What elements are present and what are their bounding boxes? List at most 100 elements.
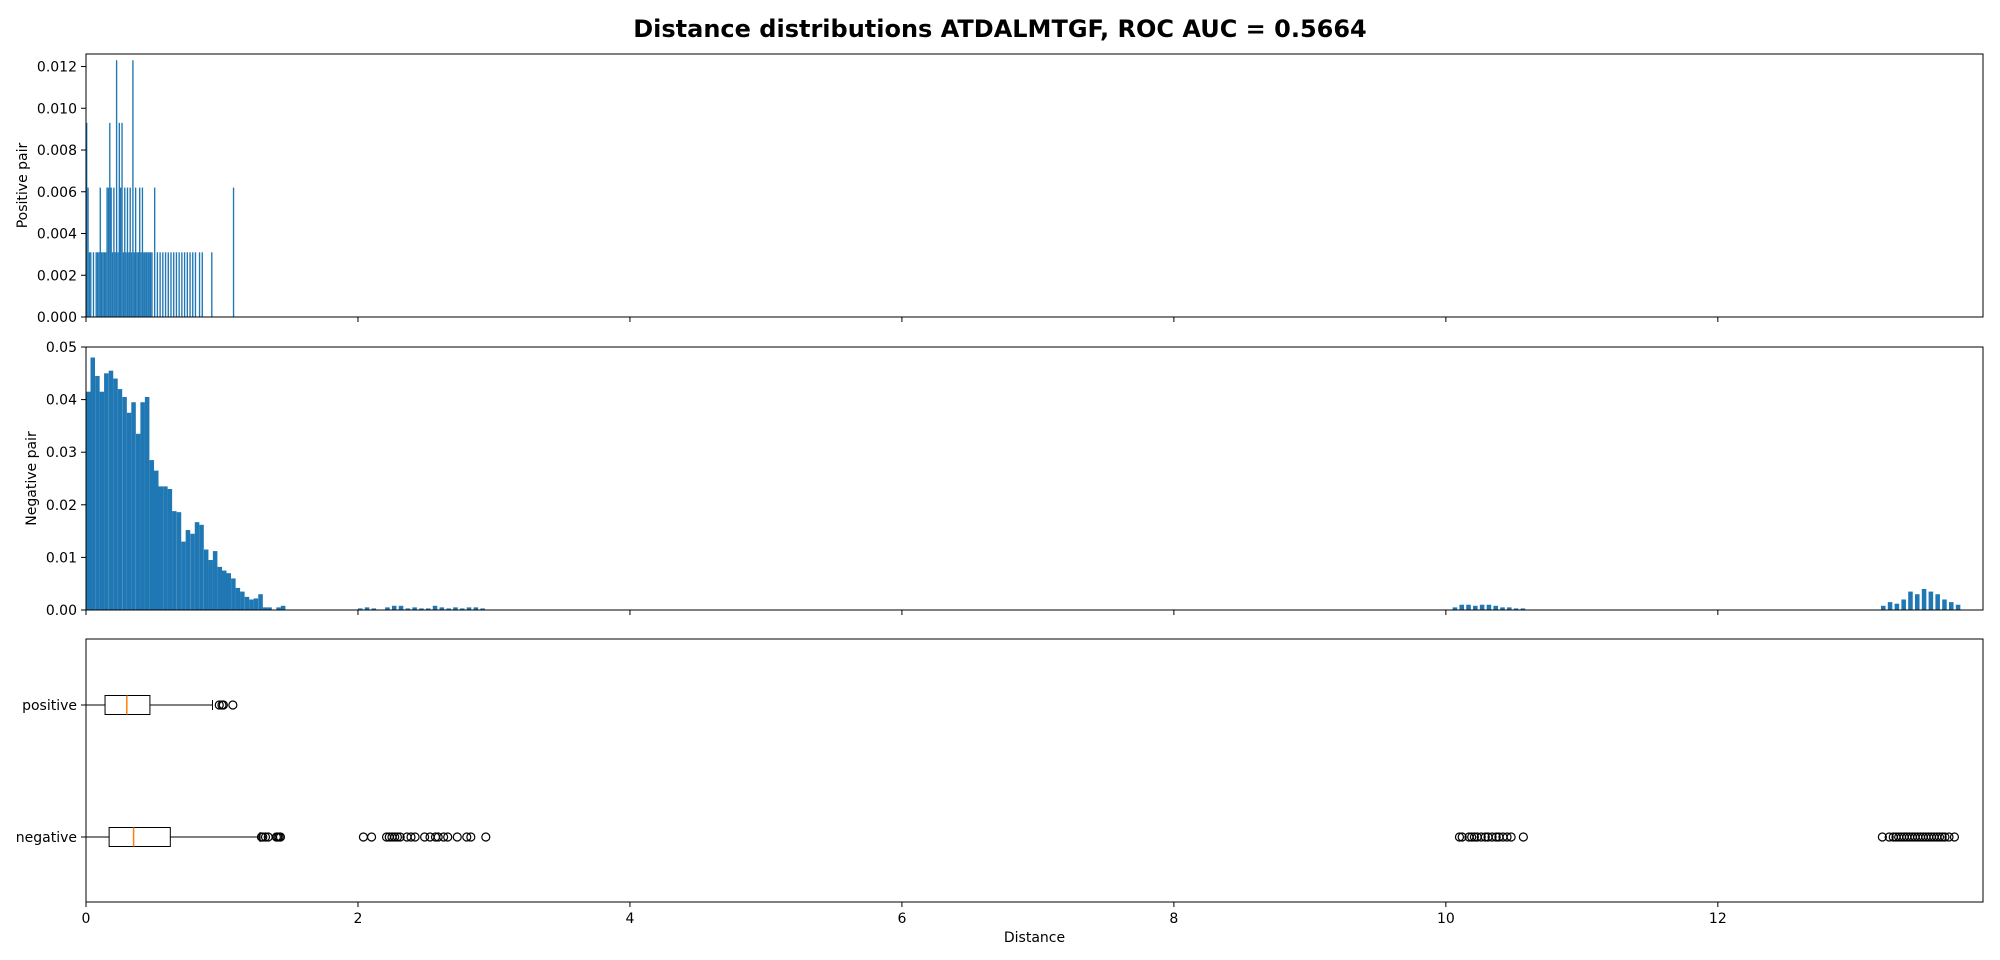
histogram-bar <box>1500 607 1505 610</box>
histogram-bar <box>249 599 254 610</box>
outlier-point <box>1476 832 1486 842</box>
histogram-bar <box>118 122 120 317</box>
histogram-bar <box>181 252 183 317</box>
histogram-bar <box>134 187 137 317</box>
outlier-point <box>481 832 491 842</box>
histogram-bar <box>90 252 92 317</box>
outlier-point <box>1884 832 1894 842</box>
histogram-bar <box>1507 607 1512 610</box>
outlier-point <box>395 832 405 842</box>
outlier-point <box>390 832 400 842</box>
histogram-bar <box>144 252 146 317</box>
histogram-bar <box>253 598 259 610</box>
histogram-bar <box>167 489 173 610</box>
histogram-bar <box>163 486 168 610</box>
histogram-bar <box>178 252 180 317</box>
histogram-bar <box>235 587 241 610</box>
x-tick-label: 10 <box>1437 911 1455 927</box>
histogram-bar <box>175 252 178 317</box>
histogram-bar <box>1459 604 1464 610</box>
histogram-bar <box>262 607 268 610</box>
histogram-bar <box>459 608 465 610</box>
histogram-bar <box>119 187 122 317</box>
histogram-bar <box>88 252 91 317</box>
outlier-point <box>258 832 268 842</box>
histogram-bar <box>1881 605 1886 610</box>
outlier-point <box>406 832 416 842</box>
histogram-bar <box>1520 608 1526 610</box>
y-tick-label: 0.012 <box>37 60 77 76</box>
histogram-bar <box>385 607 390 610</box>
histogram-bar <box>190 533 195 610</box>
x-tick-label: 4 <box>625 911 634 927</box>
outlier-point <box>433 832 443 842</box>
histogram-bar <box>240 591 245 610</box>
outlier-point <box>275 832 286 842</box>
histogram-bar <box>159 252 161 317</box>
histogram-bar <box>480 608 485 610</box>
histogram-bar <box>117 389 123 610</box>
outlier-point <box>1940 832 1950 842</box>
histogram-bar <box>446 608 451 610</box>
histogram-bar <box>103 252 106 317</box>
outlier-point <box>1506 832 1516 842</box>
histogram-bar <box>1479 604 1485 610</box>
histogram-bar <box>109 122 111 317</box>
histogram-bar <box>86 122 88 317</box>
histogram-bar <box>140 252 142 317</box>
histogram-bar <box>92 252 95 317</box>
histogram-bar <box>231 578 236 610</box>
histogram-bar <box>432 605 438 610</box>
y-tick-label: 0.00 <box>46 603 77 619</box>
histogram-bar <box>405 608 411 610</box>
outlier-point <box>1480 832 1490 842</box>
histogram-bar <box>276 607 281 610</box>
histogram-bar <box>87 187 89 317</box>
histogram-bar <box>466 607 472 610</box>
x-tick-label: 2 <box>354 911 363 927</box>
histogram-bar <box>1513 608 1519 610</box>
histogram-bar <box>364 607 370 610</box>
histogram-bar <box>1942 599 1947 610</box>
outlier-point <box>1469 832 1480 842</box>
histogram-bar <box>164 252 167 317</box>
histogram-bar <box>1908 591 1913 610</box>
histogram-bar <box>113 187 115 317</box>
y-tick-label: 0.05 <box>46 340 77 356</box>
histogram-bar <box>102 252 104 317</box>
histogram-bar <box>217 566 223 610</box>
outlier-point <box>420 832 430 842</box>
histogram-bar <box>189 252 191 317</box>
histogram-bar <box>1452 607 1458 610</box>
histogram-bar <box>1901 599 1906 610</box>
outlier-point <box>1518 832 1528 842</box>
histogram-bar <box>110 187 112 317</box>
histogram-bar <box>104 373 109 610</box>
histogram-bar <box>244 596 250 610</box>
histogram-bar <box>153 187 156 317</box>
outlier-point <box>462 832 472 842</box>
histogram-bar <box>258 594 263 610</box>
histogram-bar <box>280 605 286 610</box>
histogram-bar <box>1955 604 1961 610</box>
histogram-bar <box>122 396 127 610</box>
histogram-bar <box>122 252 125 317</box>
outlier-point <box>260 832 271 842</box>
histogram-bar <box>186 252 188 317</box>
histogram-bar <box>170 252 172 317</box>
histogram-bar <box>176 512 182 610</box>
histogram-bar <box>99 391 105 610</box>
histogram-bar <box>1493 605 1498 610</box>
histogram-bar <box>126 187 129 317</box>
histogram-bar <box>162 252 164 317</box>
outlier-point <box>443 832 453 842</box>
outlier-point <box>410 832 420 842</box>
x-tick-label: 8 <box>1169 911 1178 927</box>
histogram-bar <box>96 252 99 317</box>
outlier-point <box>366 832 377 842</box>
outlier-point <box>218 700 228 710</box>
outlier-point <box>1502 832 1512 842</box>
histogram-bar <box>1894 603 1900 610</box>
histogram-bar <box>192 252 194 317</box>
